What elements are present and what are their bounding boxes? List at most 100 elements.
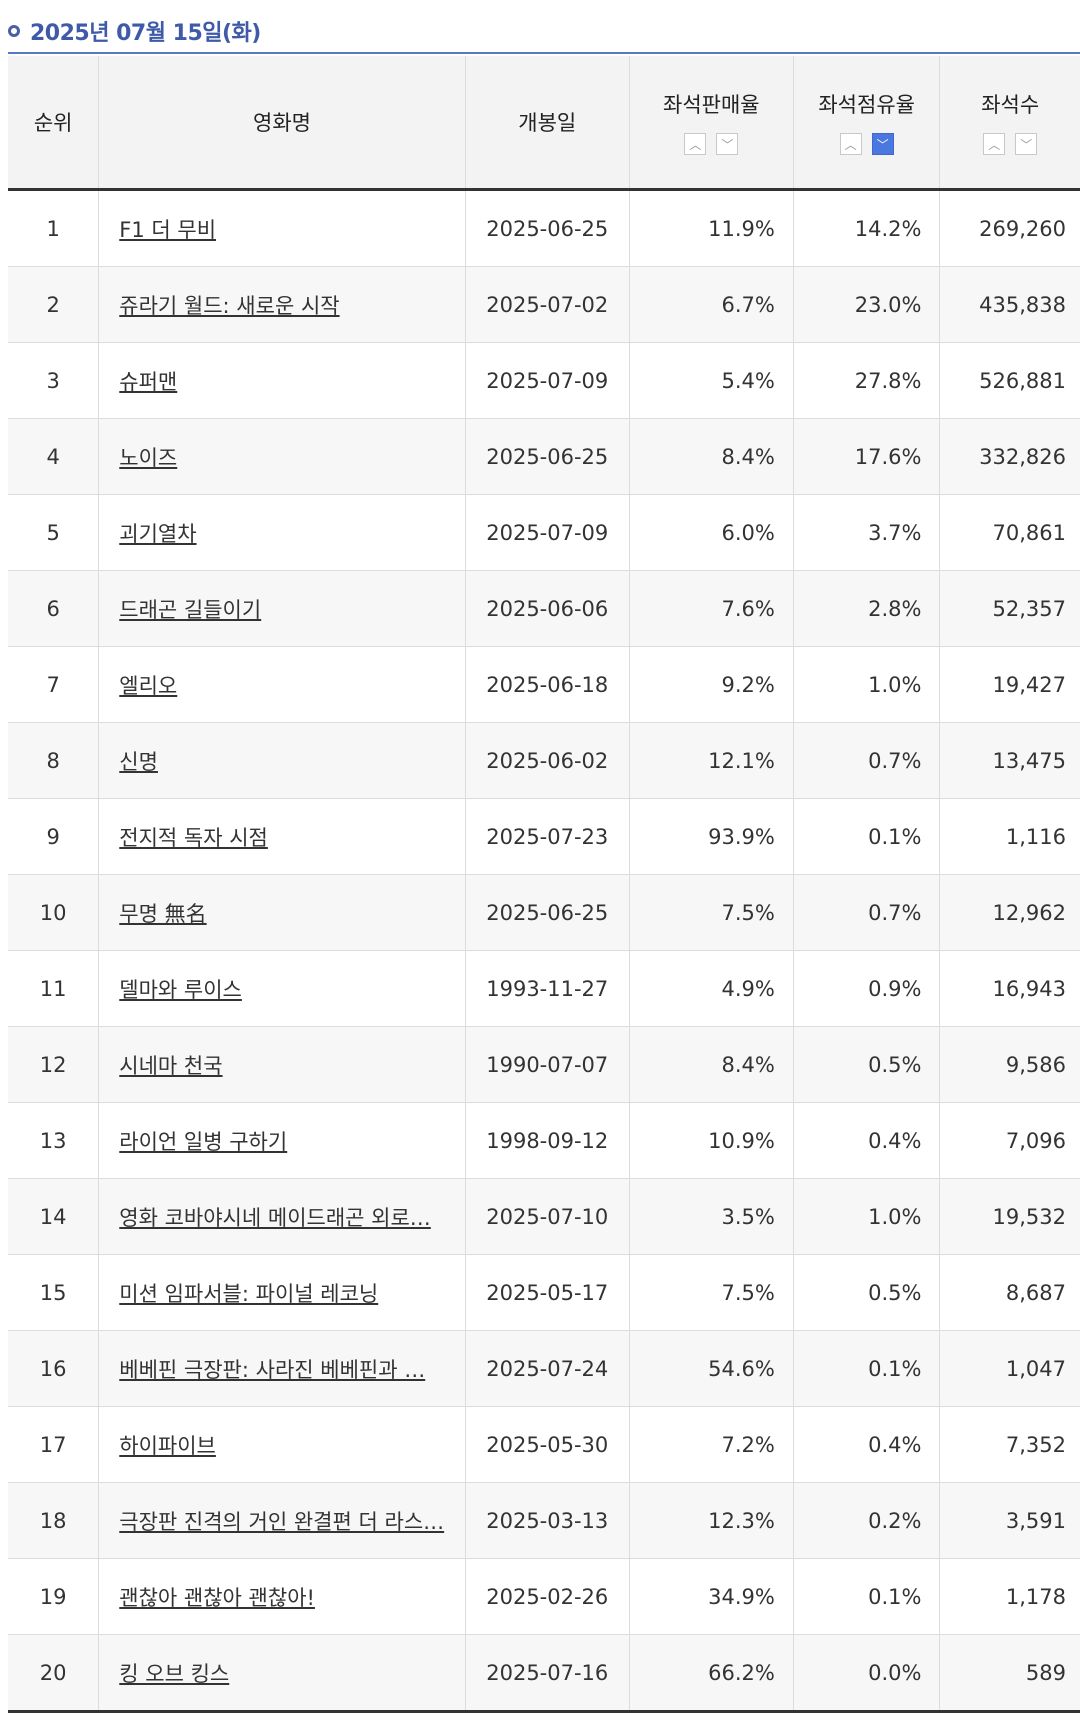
- column-header-title: 영화명: [98, 56, 466, 191]
- movie-title-link[interactable]: 괴기열차: [119, 521, 197, 546]
- column-header-seats: 좌석수 ︿ ﹀: [939, 56, 1080, 191]
- seats-cell: 3,591: [939, 1482, 1080, 1559]
- movie-title-link[interactable]: 미션 임파서블: 파이널 레코닝: [119, 1281, 379, 1306]
- sales-rate-cell: 9.2%: [629, 646, 794, 723]
- chevron-up-icon: ︿: [844, 137, 857, 152]
- table-row: 17 하이파이브 2025-05-30 7.2% 0.4% 7,352: [8, 1406, 1080, 1483]
- movie-title-link[interactable]: 무명 無名: [119, 901, 207, 926]
- movie-title-link[interactable]: 극장판 진격의 거인 완결편 더 라스…: [119, 1509, 445, 1534]
- sort-asc-seats-button[interactable]: ︿: [983, 133, 1006, 155]
- column-header-share-rate: 좌석점유율 ︿ ﹀: [793, 56, 941, 191]
- sales-rate-cell: 8.4%: [629, 1026, 794, 1103]
- movie-title-link[interactable]: 엘리오: [119, 673, 178, 698]
- movie-title-link[interactable]: 슈퍼맨: [119, 369, 178, 394]
- release-date-cell: 2025-07-23: [465, 798, 630, 875]
- movie-title-link[interactable]: 킹 오브 킹스: [119, 1661, 230, 1686]
- rank-cell: 5: [8, 494, 100, 571]
- seats-cell: 1,047: [939, 1330, 1080, 1407]
- release-date-cell: 1990-07-07: [465, 1026, 630, 1103]
- column-header-sales-rate: 좌석판매율 ︿ ﹀: [629, 56, 794, 191]
- seats-cell: 19,532: [939, 1178, 1080, 1255]
- movie-title-link[interactable]: 신명: [119, 749, 158, 774]
- movie-title-link[interactable]: 델마와 루이스: [119, 977, 242, 1002]
- rank-cell: 13: [8, 1102, 100, 1179]
- seats-cell: 19,427: [939, 646, 1080, 723]
- movie-title-link[interactable]: 전지적 독자 시점: [119, 825, 268, 850]
- chevron-down-icon: ﹀: [876, 137, 889, 152]
- title-cell: 영화 코바야시네 메이드래곤 외로…: [98, 1178, 466, 1255]
- sort-asc-sales-rate-button[interactable]: ︿: [684, 133, 707, 155]
- seats-cell: 13,475: [939, 722, 1080, 799]
- movie-title-link[interactable]: 노이즈: [119, 445, 178, 470]
- title-cell: 하이파이브: [98, 1406, 466, 1483]
- release-date-cell: 2025-02-26: [465, 1558, 630, 1635]
- sort-desc-seats-button[interactable]: ﹀: [1015, 133, 1038, 155]
- release-date-cell: 2025-07-24: [465, 1330, 630, 1407]
- table-row: 20 킹 오브 킹스 2025-07-16 66.2% 0.0% 589: [8, 1634, 1080, 1713]
- release-date-cell: 2025-05-17: [465, 1254, 630, 1331]
- release-date-cell: 2025-07-02: [465, 266, 630, 343]
- seats-cell: 12,962: [939, 874, 1080, 951]
- sort-desc-sales-rate-button[interactable]: ﹀: [716, 133, 739, 155]
- table-row: 9 전지적 독자 시점 2025-07-23 93.9% 0.1% 1,116: [8, 798, 1080, 875]
- movie-title-link[interactable]: 시네마 천국: [119, 1053, 223, 1078]
- sort-desc-share-rate-button[interactable]: ﹀: [871, 133, 894, 155]
- table-row: 8 신명 2025-06-02 12.1% 0.7% 13,475: [8, 722, 1080, 799]
- seats-cell: 8,687: [939, 1254, 1080, 1331]
- title-cell: 킹 오브 킹스: [98, 1634, 466, 1713]
- release-date-cell: 2025-06-02: [465, 722, 630, 799]
- movie-title-link[interactable]: 베베핀 극장판: 사라진 베베핀과 …: [119, 1357, 426, 1382]
- title-cell: 슈퍼맨: [98, 342, 466, 419]
- seats-cell: 7,352: [939, 1406, 1080, 1483]
- title-cell: 쥬라기 월드: 새로운 시작: [98, 266, 466, 343]
- seats-cell: 1,116: [939, 798, 1080, 875]
- movie-title-link[interactable]: 괜찮아 괜찮아 괜찮아!: [119, 1585, 315, 1610]
- divider: [8, 52, 1080, 54]
- release-date-cell: 2025-06-06: [465, 570, 630, 647]
- sales-rate-cell: 34.9%: [629, 1558, 794, 1635]
- table-row: 14 영화 코바야시네 메이드래곤 외로… 2025-07-10 3.5% 1.0% 19…: [8, 1178, 1080, 1255]
- rank-cell: 4: [8, 418, 100, 495]
- release-date-cell: 2025-03-13: [465, 1482, 630, 1559]
- movie-title-link[interactable]: 드래곤 길들이기: [119, 597, 262, 622]
- sales-rate-cell: 7.6%: [629, 570, 794, 647]
- table-row: 18 극장판 진격의 거인 완결편 더 라스… 2025-03-13 12.3% 0.2…: [8, 1482, 1080, 1559]
- sales-rate-cell: 4.9%: [629, 950, 794, 1027]
- date-title: 2025년 07월 15일(화): [30, 21, 261, 46]
- sales-rate-cell: 54.6%: [629, 1330, 794, 1407]
- release-date-cell: 2025-07-09: [465, 342, 630, 419]
- rank-cell: 10: [8, 874, 100, 951]
- table-row: 13 라이언 일병 구하기 1998-09-12 10.9% 0.4% 7,096: [8, 1102, 1080, 1179]
- release-date-cell: 2025-06-18: [465, 646, 630, 723]
- table-row: 11 델마와 루이스 1993-11-27 4.9% 0.9% 16,943: [8, 950, 1080, 1027]
- title-cell: 노이즈: [98, 418, 466, 495]
- rank-cell: 1: [8, 189, 100, 267]
- sales-rate-cell: 66.2%: [629, 1634, 794, 1713]
- circle-bullet-icon: [8, 25, 20, 37]
- share-rate-cell: 1.0%: [793, 646, 941, 723]
- title-cell: 시네마 천국: [98, 1026, 466, 1103]
- table-row: 1 F1 더 무비 2025-06-25 11.9% 14.2% 269,260: [8, 189, 1080, 267]
- movie-title-link[interactable]: 라이언 일병 구하기: [119, 1129, 288, 1154]
- seats-cell: 9,586: [939, 1026, 1080, 1103]
- share-rate-cell: 27.8%: [793, 342, 941, 419]
- share-rate-cell: 23.0%: [793, 266, 941, 343]
- movie-title-link[interactable]: 하이파이브: [119, 1433, 216, 1458]
- movie-title-link[interactable]: F1 더 무비: [119, 217, 217, 242]
- column-header-release: 개봉일: [465, 56, 630, 191]
- sales-rate-cell: 12.3%: [629, 1482, 794, 1559]
- rank-cell: 3: [8, 342, 100, 419]
- rank-cell: 8: [8, 722, 100, 799]
- movie-title-link[interactable]: 영화 코바야시네 메이드래곤 외로…: [119, 1205, 431, 1230]
- seats-cell: 269,260: [939, 189, 1080, 267]
- movie-title-link[interactable]: 쥬라기 월드: 새로운 시작: [119, 293, 340, 318]
- share-rate-cell: 0.2%: [793, 1482, 941, 1559]
- title-cell: 무명 無名: [98, 874, 466, 951]
- seats-cell: 70,861: [939, 494, 1080, 571]
- title-cell: 드래곤 길들이기: [98, 570, 466, 647]
- seats-cell: 52,357: [939, 570, 1080, 647]
- sort-asc-share-rate-button[interactable]: ︿: [839, 133, 862, 155]
- share-rate-cell: 0.0%: [793, 1634, 941, 1713]
- rank-cell: 15: [8, 1254, 100, 1331]
- release-date-cell: 2025-07-10: [465, 1178, 630, 1255]
